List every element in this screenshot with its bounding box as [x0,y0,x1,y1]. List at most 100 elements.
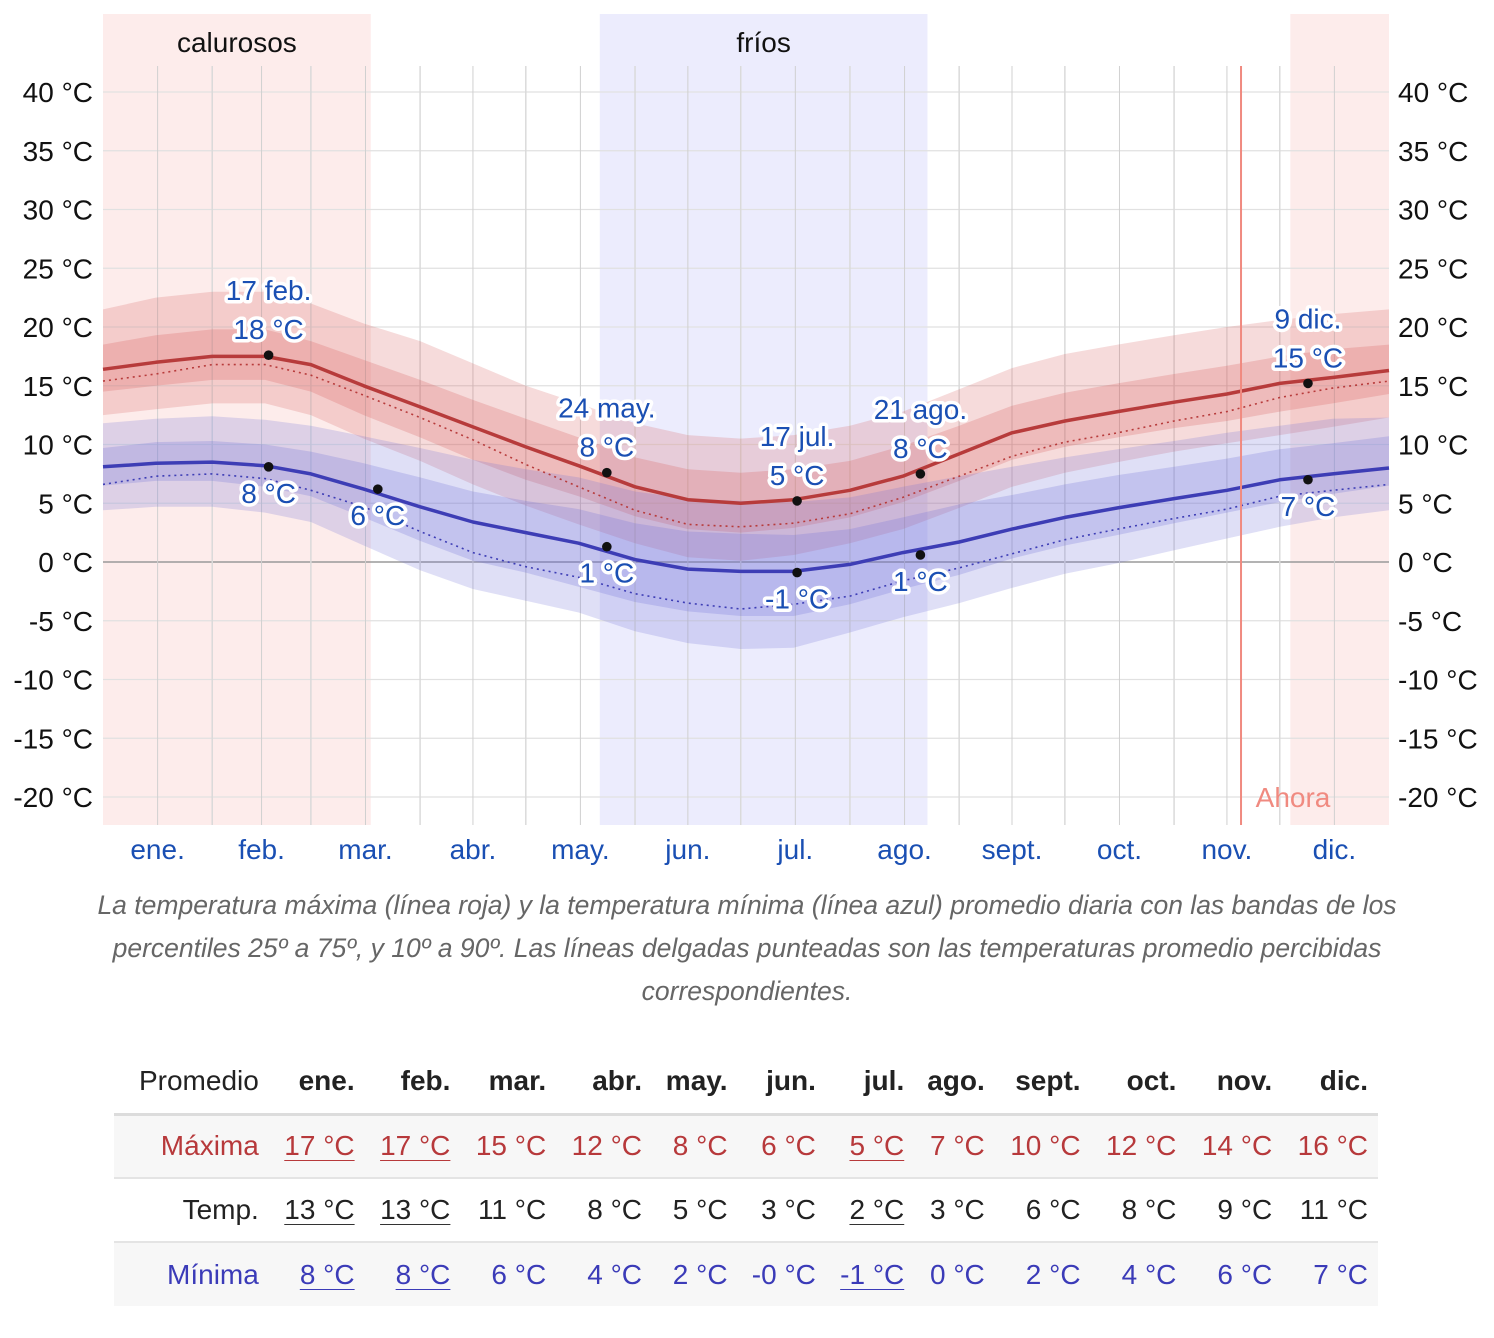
cell-link[interactable]: 5 °C [849,1130,905,1162]
table-cell: 9 °C [1186,1177,1283,1242]
temperature-chart: calurosos fríos Ahora 17 feb. 18 °C 8 °C 6 °… [13,14,1478,865]
y-tick-label-right: 5 °C [1398,488,1453,519]
table-cell: 14 °C [1201,1130,1273,1162]
table-cell: 12 °C [571,1130,642,1162]
now-marker: Ahora [1240,66,1331,825]
cell-link[interactable]: 8 °C [395,1258,451,1290]
y-tick-label-right: -15 °C [1398,723,1478,754]
table-row-temp: Temp. 13 °C 13 °C 11 °C 8 °C 5 °C 3 °C 2… [114,1177,1378,1242]
table-cell: 5 °C [652,1177,738,1242]
annotation-value: 8 °C [241,478,296,509]
season-label: calurosos [177,27,297,58]
y-tick-label-left: 40 °C [23,77,93,108]
table-cell: 7 °C [1282,1241,1378,1306]
y-tick-label-left: 30 °C [23,195,93,226]
annotation-date: 17 jul. [760,421,835,452]
annotation-point [1303,378,1313,389]
annotation-point [602,467,612,478]
y-tick-label-left: -5 °C [29,606,93,637]
axis-labels: 40 °C 40 °C 35 °C 35 °C 30 °C 30 °C 25 °C 25 °C… [13,77,1477,865]
table-cell: 8 °C [1090,1177,1187,1242]
y-tick-label-left: 10 °C [23,430,93,461]
max-band-10-90 [103,291,1389,561]
table-cell[interactable]: 2 °C [825,1177,915,1242]
cell-link[interactable]: 17 °C [380,1130,451,1162]
annotation-value: 5 °C [770,460,825,491]
x-tick-label-month: dic. [1313,834,1357,865]
y-tick-label-right: 0 °C [1398,547,1453,578]
x-tick-label-month: mar. [338,834,392,865]
y-tick-label-right: -10 °C [1398,665,1478,696]
chart-caption: La temperatura máxima (línea roja) y la … [97,890,1397,1006]
table-cell[interactable]: 13 °C [268,1177,365,1242]
table-cell: 11 °C [460,1177,557,1242]
table-header-month: may. [652,1050,738,1116]
cell-link[interactable]: -1 °C [840,1258,905,1290]
table-header-row: Promedio ene. feb. mar. abr. may. jun. j… [114,1050,1378,1116]
table-cell: -0 °C [737,1241,826,1306]
grid-lines [103,66,1389,825]
y-tick-label-right: -20 °C [1398,782,1478,813]
min-band-10-90 [103,416,1389,649]
x-tick-label-month: feb. [238,834,285,865]
y-tick-label-left: 35 °C [23,136,93,167]
table-cell: 6 °C [460,1241,557,1306]
annotation-point [263,462,274,472]
annotation-point [915,550,926,560]
table-cell[interactable]: -1 °C [825,1241,915,1306]
annotation-date: 9 dic. [1274,303,1341,334]
annotation-point [1303,474,1313,485]
table-cell[interactable]: 17 °C [269,1114,365,1178]
series-lines [102,354,1390,610]
table-cell: 7 °C [930,1130,985,1162]
table-cell: 3 °C [914,1177,995,1242]
cell-link[interactable]: 13 °C [284,1194,355,1225]
x-tick-label-month: nov. [1201,834,1252,865]
annotation-value: -1 °C [765,584,829,615]
cell-link[interactable]: 13 °C [380,1194,451,1225]
annotation-date: 21 ago. [874,394,967,425]
cell-link[interactable]: 2 °C [849,1194,905,1225]
table-cell: 8 °C [556,1177,652,1242]
max-mean-line [102,354,1390,506]
table-header-month: ago. [914,1050,995,1116]
max-band-25-75 [103,329,1389,533]
annotation-point [602,541,612,552]
table-header-month: abr. [556,1050,652,1116]
y-tick-label-left: -20 °C [13,782,93,813]
annotation-value: 18 °C [233,314,303,345]
x-tick-label-month: ene. [130,834,185,865]
season-band [103,14,371,825]
table-cell[interactable]: 5 °C [826,1114,914,1178]
y-tick-label-right: 15 °C [1398,371,1468,402]
table-cell[interactable]: 8 °C [364,1241,461,1306]
table-header-month: ene. [268,1050,365,1116]
y-tick-label-right: 35 °C [1398,136,1468,167]
y-tick-label-right: 30 °C [1398,195,1468,226]
season-band [599,14,928,825]
table-header-month: mar. [460,1050,557,1116]
table-cell: 6 °C [761,1130,816,1162]
table-cell: 2 °C [994,1241,1091,1306]
x-tick-label-month: ago. [877,834,932,865]
table-cell[interactable]: 17 °C [365,1114,461,1178]
table-header-month: jul. [825,1050,915,1116]
table-cell: 15 °C [475,1130,547,1162]
table-row-maxima: Máxima 17 °C 17 °C 15 °C 12 °C 8 °C 6 °C… [114,1114,1378,1178]
table-cell[interactable]: 8 °C [268,1241,365,1306]
annotation-value: 15 °C [1273,342,1343,373]
cell-link[interactable]: 8 °C [299,1258,355,1290]
cell-link[interactable]: 17 °C [284,1130,355,1162]
x-tick-label-month: oct. [1097,834,1142,865]
table-cell: 12 °C [1106,1130,1177,1162]
y-tick-label-left: 5 °C [38,488,93,519]
table-header-month: nov. [1186,1050,1283,1116]
min-feels-line [102,473,1390,610]
table-cell[interactable]: 13 °C [364,1177,461,1242]
table-header-month: oct. [1090,1050,1187,1116]
y-tick-label-right: 10 °C [1398,430,1468,461]
annotation-point [792,567,802,578]
y-tick-label-right: 40 °C [1398,77,1468,108]
monthly-summary-table: Promedio ene. feb. mar. abr. may. jun. j… [114,1050,1378,1306]
x-tick-label-month: jul. [776,834,813,865]
